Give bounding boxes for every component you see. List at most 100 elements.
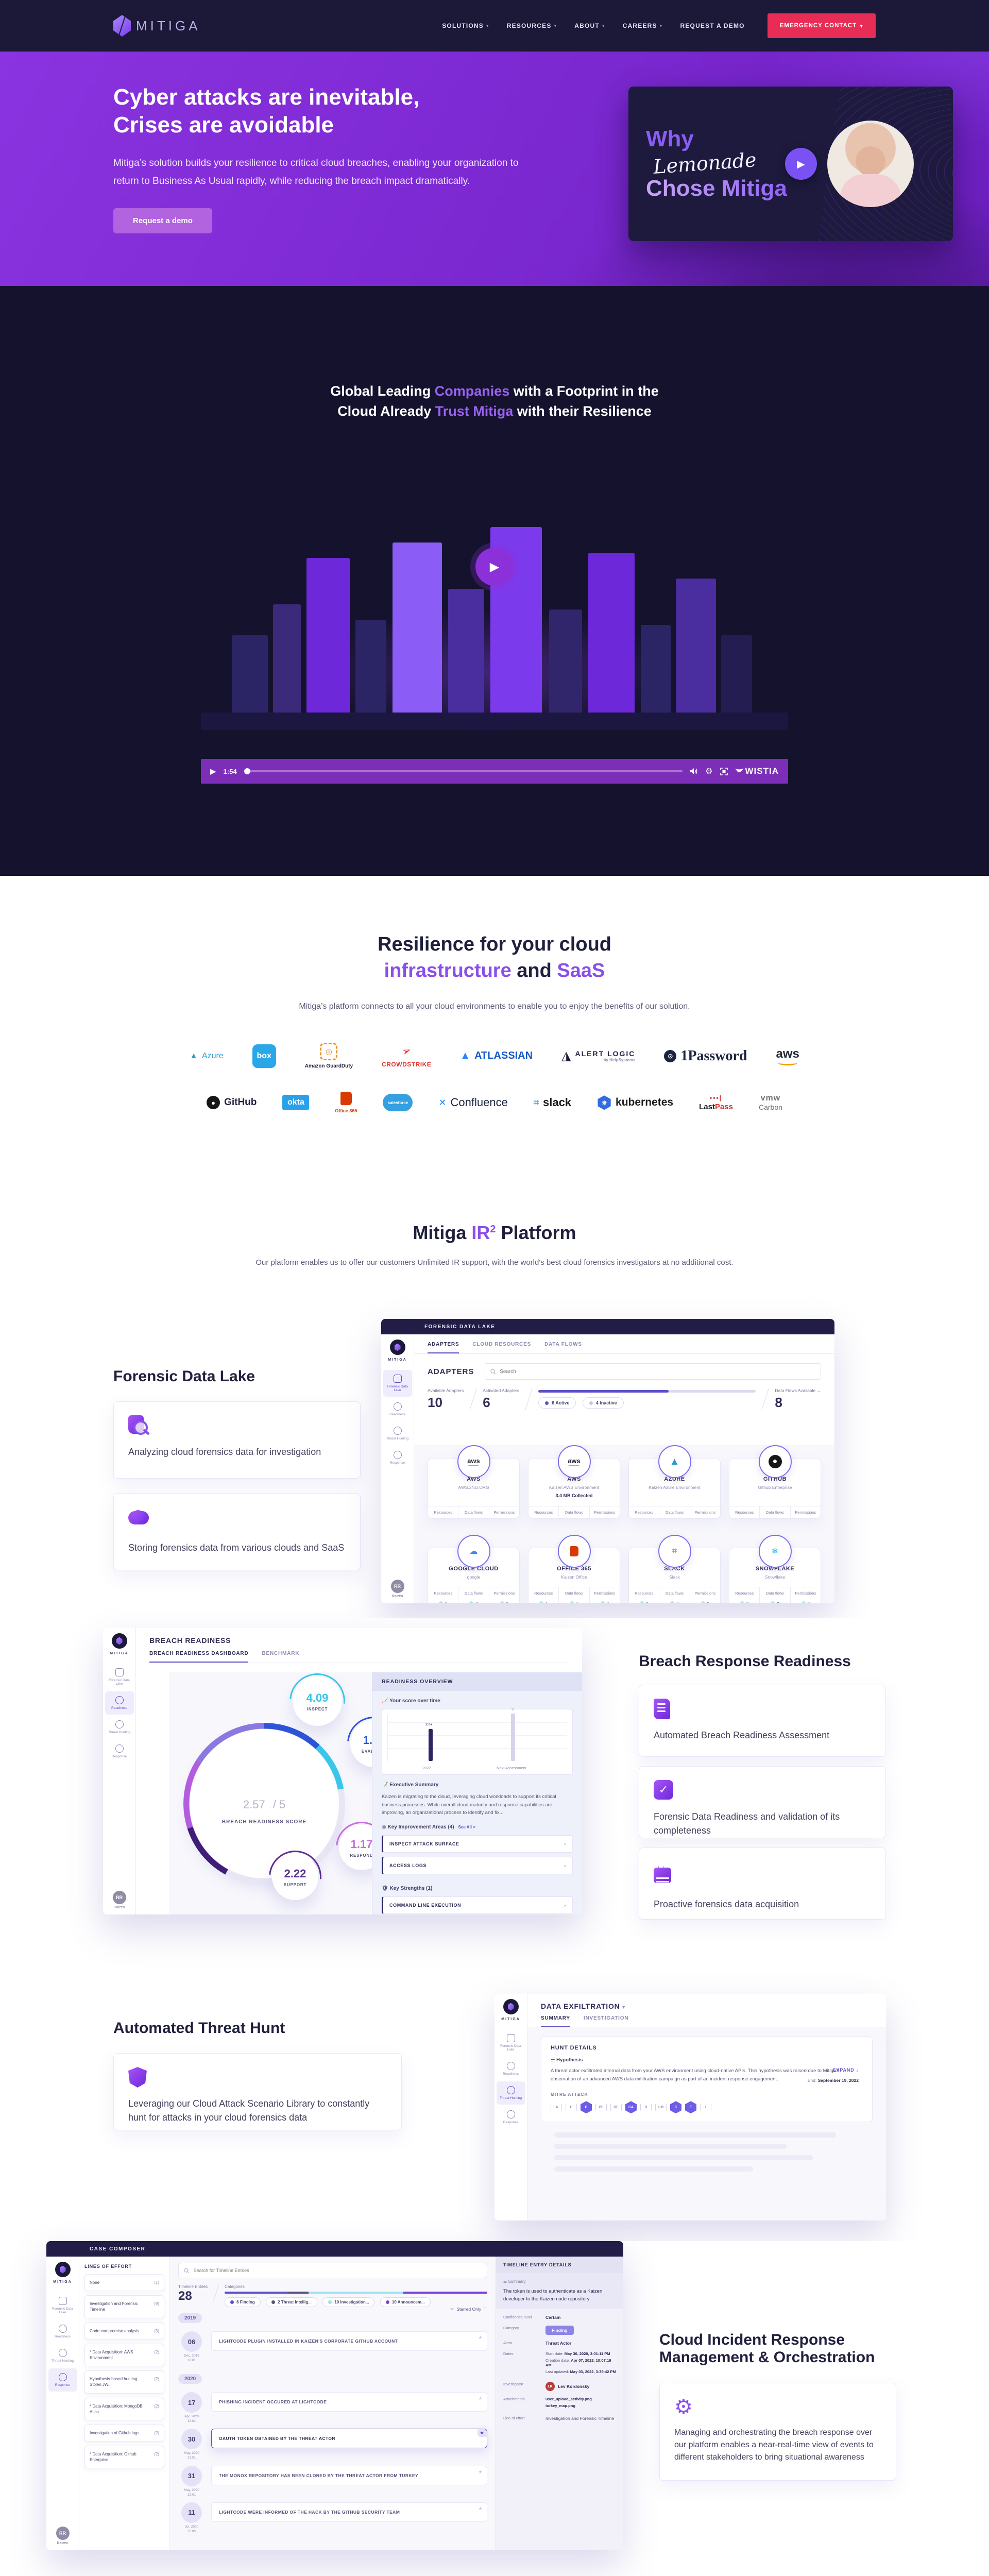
sidebar-item-readiness[interactable]: Readiness bbox=[48, 2320, 77, 2343]
sidebar-item-readiness[interactable]: Readiness bbox=[383, 1398, 412, 1421]
see-all-link[interactable]: See All > bbox=[458, 1825, 475, 1830]
video-play-button[interactable]: ▶ bbox=[475, 548, 514, 586]
tab-adapters[interactable]: ADAPTERS bbox=[428, 1342, 459, 1353]
timeline-search[interactable] bbox=[178, 2263, 487, 2278]
improvement-item[interactable]: ACCESS LOGS › bbox=[382, 1857, 573, 1875]
emergency-contact-button[interactable]: EMERGENCY CONTACT ▾ bbox=[767, 13, 876, 38]
adapter-card-office365[interactable]: OFFICE 365 Kaizen Office Resources 1 Data f… bbox=[528, 1535, 620, 1603]
star-icon[interactable]: ★ bbox=[478, 2396, 483, 2401]
atlassian-icon: ▲ bbox=[460, 1050, 471, 1062]
adapter-card-aws1[interactable]: aws AWS AWS.2ND.ORG Resources Data flows Pe… bbox=[428, 1445, 520, 1519]
adapter-card-azure[interactable]: ▲ AZURE Kaizen Azure Environment Resource… bbox=[628, 1445, 721, 1519]
loe-item[interactable]: * Data Acquisition: Github Enterprise (2) bbox=[84, 2446, 164, 2469]
resilience-heading: Resilience for your cloud infrastructure… bbox=[378, 934, 611, 982]
sidebar-item-threat-hunting[interactable]: Threat Hunting bbox=[105, 1716, 134, 1739]
tab-cloud-resources[interactable]: CLOUD RESOURCES bbox=[472, 1342, 532, 1347]
request-demo-button[interactable]: Request a demo bbox=[113, 208, 212, 233]
star-icon[interactable]: ★ bbox=[478, 2335, 483, 2340]
mitiga-logo[interactable]: MITIGA bbox=[113, 15, 201, 37]
sidebar-item-response[interactable]: Response bbox=[105, 1740, 134, 1763]
play-icon[interactable]: ▶ bbox=[210, 767, 216, 776]
play-icon[interactable]: ▶ bbox=[785, 148, 817, 180]
timeline-entry[interactable]: THE MONOX REPOSITORY HAS BEEN CLONED BY … bbox=[211, 2465, 487, 2485]
starred-only-toggle[interactable]: ☆ Starred Only ↑ bbox=[450, 2306, 486, 2312]
nav-solutions[interactable]: SOLUTIONS ▾ bbox=[442, 22, 489, 29]
settings-gear-icon[interactable]: ⚙ bbox=[705, 767, 713, 776]
workspace-avatar[interactable]: RR Kaizen bbox=[112, 1891, 126, 1909]
nav-about[interactable]: ABOUT ▾ bbox=[574, 22, 605, 29]
available-adapters-count: 10 bbox=[428, 1395, 442, 1410]
sidebar-item-response[interactable]: Response bbox=[383, 1446, 412, 1469]
loe-item[interactable]: * Data Acquisition: AWS Environment (2) bbox=[84, 2343, 164, 2367]
chip-investigation[interactable]: 10 Investigation... bbox=[322, 2297, 375, 2307]
nav-resources[interactable]: RESOURCES ▾ bbox=[506, 22, 557, 29]
nav-careers[interactable]: CAREERS ▾ bbox=[622, 22, 663, 29]
sidebar-item-forensic-data-lake[interactable]: Forensic Data Lake bbox=[383, 1370, 412, 1397]
timeline-search-input[interactable] bbox=[193, 2268, 482, 2273]
workspace-avatar[interactable]: RR Kaizen bbox=[56, 2527, 70, 2545]
executive-summary-text: Kaizen is migrating to the cloud, levera… bbox=[382, 1794, 556, 1816]
fullscreen-icon[interactable] bbox=[720, 767, 728, 775]
tab-readiness-dashboard[interactable]: BREACH READINESS DASHBOARD bbox=[149, 1651, 249, 1663]
timeline-entry-selected[interactable]: OAUTH TOKEN OBTAINED BY THE THREAT ACTOR… bbox=[211, 2429, 487, 2449]
timeline-entry[interactable]: LIGHTCODE WERE INFORMED OF THE HACK BY T… bbox=[211, 2502, 487, 2522]
lines-of-effort-panel: LINES OF EFFORT None (1) Investigation an… bbox=[79, 2257, 170, 2550]
timeline-entry[interactable]: LIGHTCODE PLUGIN INSTALLED IN KAIZEN'S C… bbox=[211, 2331, 487, 2351]
loe-item[interactable]: None (1) bbox=[84, 2274, 164, 2292]
sidebar-item-readiness[interactable]: Readiness bbox=[497, 2057, 525, 2080]
sidebar-item-forensic-data-lake[interactable]: Forensic Data Lake bbox=[497, 2029, 525, 2056]
tab-data-flows[interactable]: DATA FLOWS bbox=[544, 1342, 582, 1347]
adapter-card-snowflake[interactable]: ❄ SNOWFLAKE Snowflake Resources 0 Data flow… bbox=[729, 1535, 821, 1603]
chevron-down-icon: ▾ bbox=[486, 23, 489, 28]
adapter-card-aws2[interactable]: aws AWS Kaizen AWS Environment 3.4 MB Coll… bbox=[528, 1445, 620, 1519]
star-icon[interactable]: ★ bbox=[478, 2505, 483, 2511]
target-icon bbox=[115, 1720, 124, 1728]
wistia-logo[interactable]: WISTIA bbox=[735, 766, 779, 776]
nav-request-demo[interactable]: REQUEST A DEMO bbox=[680, 22, 745, 29]
chevron-down-icon: ▾ bbox=[602, 23, 605, 28]
snowflake-icon: ❄ bbox=[771, 1547, 779, 1556]
office365-logo: Office 365 bbox=[335, 1092, 357, 1113]
video-progress-bar[interactable] bbox=[244, 768, 683, 775]
star-icon[interactable]: ★ bbox=[478, 2469, 483, 2475]
adapter-card-slack[interactable]: ⌗ SLACK Slack Resources 0 Data flows 0 Permis… bbox=[628, 1535, 721, 1603]
loe-item[interactable]: Hypothesis-based hunting: Stolen JW... (2… bbox=[84, 2370, 164, 2394]
sidebar-item-threat-hunting[interactable]: Threat Hunting bbox=[48, 2344, 77, 2367]
sidebar-item-forensic-data-lake[interactable]: Forensic Data Lake bbox=[48, 2292, 77, 2319]
chip-announcement[interactable]: 10 Announcem... bbox=[380, 2297, 431, 2307]
lemonade-video-card[interactable]: Why Lemonade Chose Mitiga ▶ bbox=[628, 87, 953, 241]
search-input[interactable] bbox=[500, 1368, 815, 1375]
adapter-card-googlecloud[interactable]: ☁ GOOGLE CLOUD google Resources 0 Data flow… bbox=[428, 1535, 520, 1603]
volume-icon[interactable] bbox=[690, 768, 698, 775]
sidebar-item-forensic-data-lake[interactable]: Forensic Data Lake bbox=[105, 1664, 134, 1690]
chip-finding[interactable]: 6 Finding bbox=[225, 2297, 261, 2307]
adapter-card-github[interactable]: ● GITHUB Github Enterprise Resources Data … bbox=[729, 1445, 821, 1519]
sidebar-item-threat-hunting[interactable]: Threat Hunting bbox=[383, 1422, 412, 1445]
workspace-avatar[interactable]: RR Kaizen bbox=[390, 1580, 404, 1598]
improvement-item[interactable]: INSPECT ATTACK SURFACE › bbox=[382, 1835, 573, 1853]
hunt-title[interactable]: DATA EXFILTRATION ▾ bbox=[541, 2002, 626, 2010]
loe-item[interactable]: Investigation and Forensic Timeline (9) bbox=[84, 2295, 164, 2318]
adapters-search[interactable] bbox=[484, 1363, 821, 1380]
loe-item[interactable]: Code compromise analysis (3) bbox=[84, 2322, 164, 2340]
sidebar-item-threat-hunting[interactable]: Threat Hunting bbox=[496, 2081, 525, 2105]
strength-item[interactable]: COMMAND LINE EXECUTION › bbox=[382, 1896, 573, 1914]
expand-button[interactable]: EXPAND ↓ bbox=[832, 2067, 859, 2073]
sidebar-item-readiness[interactable]: Readiness bbox=[105, 1691, 134, 1715]
timeline-entries-count: 28 bbox=[178, 2289, 192, 2303]
sidebar-item-response[interactable]: Response bbox=[48, 2368, 77, 2392]
sidebar-item-response[interactable]: Response bbox=[497, 2106, 525, 2129]
timeline-entry[interactable]: PHISHING INCIDENT OCCURED AT LIGHTCODE ★ bbox=[211, 2392, 487, 2412]
okta-logo: okta bbox=[282, 1095, 310, 1111]
tab-investigation[interactable]: INVESTIGATION bbox=[583, 2015, 629, 2021]
chip-threat-intel[interactable]: 2 Threat Intellig... bbox=[266, 2297, 317, 2307]
tab-summary[interactable]: SUMMARY bbox=[541, 2015, 570, 2027]
tab-benchmark[interactable]: BENCHMARK bbox=[262, 1651, 300, 1656]
loe-item[interactable]: Investigation of Github logs (2) bbox=[84, 2424, 164, 2442]
inactive-badge: 4 Inactive bbox=[582, 1397, 624, 1409]
checkmark-icon: ✓ bbox=[654, 1780, 673, 1800]
category-badge: Finding bbox=[545, 2326, 574, 2335]
star-icon[interactable]: ★ bbox=[477, 2429, 487, 2437]
loe-item[interactable]: * Data Acquisition: MongoDB Atlas (2) bbox=[84, 2397, 164, 2420]
